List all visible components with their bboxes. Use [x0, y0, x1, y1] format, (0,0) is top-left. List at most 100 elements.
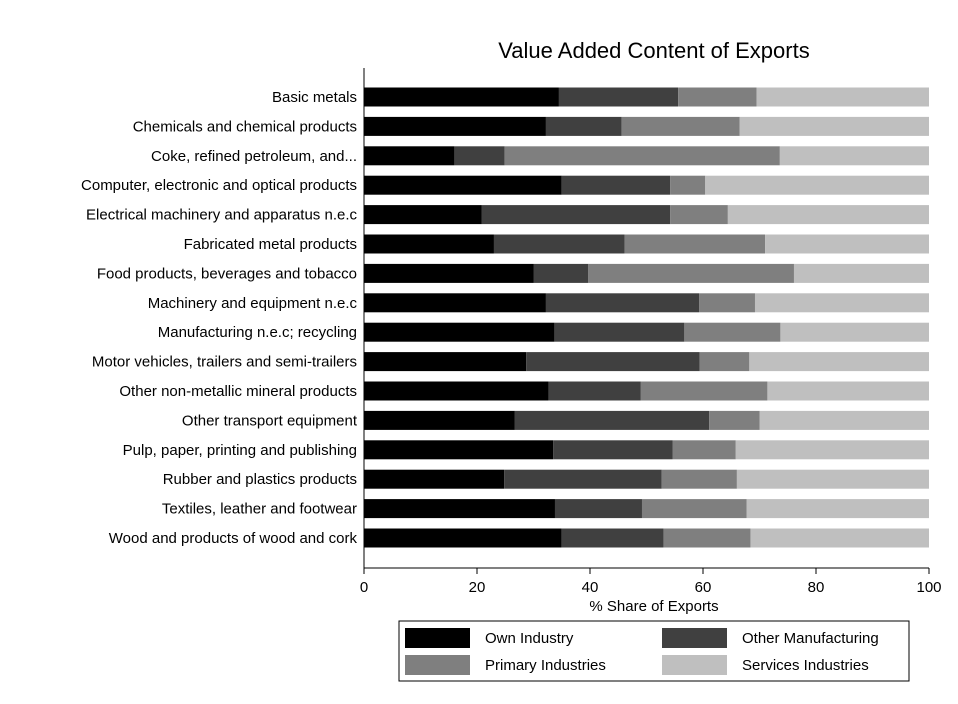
- bar-segment-primary-industries: [641, 499, 747, 519]
- bar-segment-services-industries: [705, 175, 929, 195]
- bar-segment-services-industries: [759, 410, 929, 430]
- bar-segment-other-manufacturing: [548, 381, 641, 401]
- x-tick-label: 40: [582, 579, 599, 596]
- x-axis-title: % Share of Exports: [589, 598, 718, 615]
- bar-segment-services-industries: [793, 263, 929, 283]
- legend-frame: [398, 620, 910, 682]
- bar-segment-other-manufacturing: [554, 499, 642, 519]
- category-label: Other non-metallic mineral products: [119, 383, 357, 400]
- bar-segment-services-industries: [767, 381, 929, 401]
- bar-area: [364, 87, 929, 548]
- bar-segment-primary-industries: [588, 263, 794, 283]
- bar-segment-other-manufacturing: [504, 469, 662, 489]
- bar-segment-own-industry: [364, 205, 482, 225]
- category-label: Computer, electronic and optical product…: [81, 177, 357, 194]
- x-tick-label: 100: [916, 579, 941, 596]
- category-label: Motor vehicles, trailers and semi-traile…: [92, 354, 357, 371]
- bar-segment-services-industries: [727, 205, 929, 225]
- bar-segment-own-industry: [364, 440, 554, 460]
- bar-segment-other-manufacturing: [561, 175, 671, 195]
- category-label: Basic metals: [272, 89, 357, 106]
- bar-segment-other-manufacturing: [545, 116, 622, 136]
- bar-segment-other-manufacturing: [545, 293, 700, 313]
- bar-segment-own-industry: [364, 352, 527, 372]
- bar-segment-own-industry: [364, 381, 549, 401]
- bar-segment-own-industry: [364, 116, 546, 136]
- category-label: Pulp, paper, printing and publishing: [123, 442, 357, 459]
- bar-segment-services-industries: [750, 528, 929, 548]
- bar-segment-own-industry: [364, 175, 562, 195]
- bar-segment-services-industries: [736, 469, 929, 489]
- category-labels: Basic metals Chemicals and chemical produ…: [81, 89, 358, 547]
- bar-segment-primary-industries: [663, 528, 751, 548]
- bar-segment-primary-industries: [624, 234, 766, 254]
- x-tick-label: 20: [469, 579, 486, 596]
- category-label: Rubber and plastics products: [163, 471, 357, 488]
- chart-title: Value Added Content of Exports: [498, 38, 809, 63]
- bar-segment-own-industry: [364, 146, 455, 166]
- category-label: Chemicals and chemical products: [133, 118, 357, 135]
- bar-segment-own-industry: [364, 410, 515, 430]
- legend-swatch-other-manufacturing: [662, 628, 727, 648]
- bar-segment-services-industries: [765, 234, 929, 254]
- x-tick-label: 0: [360, 579, 368, 596]
- bar-segment-other-manufacturing: [493, 234, 625, 254]
- bar-segment-primary-industries: [709, 410, 760, 430]
- category-label: Manufacturing n.e.c; recycling: [158, 324, 357, 341]
- category-label: Wood and products of wood and cork: [109, 530, 358, 547]
- bar-segment-primary-industries: [670, 205, 728, 225]
- bar-segment-other-manufacturing: [553, 440, 673, 460]
- legend-label: Other Manufacturing: [742, 630, 879, 647]
- bar-segment-primary-industries: [621, 116, 740, 136]
- legend-swatch-primary-industries: [405, 655, 470, 675]
- legend-swatch-own-industry: [405, 628, 470, 648]
- bar-segment-primary-industries: [670, 175, 706, 195]
- bar-segment-primary-industries: [661, 469, 737, 489]
- category-label: Food products, beverages and tobacco: [97, 265, 357, 282]
- bar-segment-own-industry: [364, 322, 555, 342]
- bar-segment-primary-industries: [678, 87, 757, 107]
- legend-label: Primary Industries: [485, 657, 606, 674]
- bar-segment-other-manufacturing: [558, 87, 679, 107]
- bar-segment-other-manufacturing: [561, 528, 664, 548]
- bar-segment-other-manufacturing: [533, 263, 589, 283]
- legend-label: Own Industry: [485, 630, 574, 647]
- bar-segment-services-industries: [746, 499, 929, 519]
- category-label: Machinery and equipment n.e.c: [148, 295, 358, 312]
- category-label: Fabricated metal products: [184, 236, 357, 253]
- bar-segment-primary-industries: [640, 381, 768, 401]
- bar-segment-own-industry: [364, 528, 562, 548]
- bar-segment-services-industries: [779, 146, 929, 166]
- category-label: Coke, refined petroleum, and...: [151, 148, 357, 165]
- bar-segment-own-industry: [364, 499, 555, 519]
- bar-segment-other-manufacturing: [526, 352, 700, 372]
- bar-segment-primary-industries: [684, 322, 781, 342]
- bar-segment-own-industry: [364, 293, 546, 313]
- category-label: Electrical machinery and apparatus n.e.c: [86, 207, 357, 224]
- bar-segment-other-manufacturing: [454, 146, 505, 166]
- legend-label: Services Industries: [742, 657, 869, 674]
- bar-segment-own-industry: [364, 87, 559, 107]
- bar-segment-services-industries: [780, 322, 929, 342]
- x-axis-ticks: 0 20 40 60 80 100: [360, 568, 942, 596]
- legend: Own Industry Other Manufacturing Primary I…: [398, 620, 910, 682]
- bar-segment-other-manufacturing: [554, 322, 685, 342]
- bar-segment-own-industry: [364, 469, 505, 489]
- x-tick-label: 60: [695, 579, 712, 596]
- category-label: Textiles, leather and footwear: [162, 501, 357, 518]
- bar-segment-services-industries: [754, 293, 929, 313]
- legend-swatch-services-industries: [662, 655, 727, 675]
- category-label: Other transport equipment: [182, 412, 358, 429]
- bar-segment-primary-industries: [699, 293, 755, 313]
- bar-segment-services-industries: [756, 87, 929, 107]
- bar-segment-own-industry: [364, 263, 534, 283]
- bar-segment-other-manufacturing: [514, 410, 710, 430]
- bar-segment-primary-industries: [672, 440, 736, 460]
- bar-segment-services-industries: [735, 440, 929, 460]
- bar-segment-primary-industries: [504, 146, 780, 166]
- x-tick-label: 80: [808, 579, 825, 596]
- bar-segment-services-industries: [739, 116, 929, 136]
- bar-segment-other-manufacturing: [481, 205, 671, 225]
- bar-segment-primary-industries: [699, 352, 750, 372]
